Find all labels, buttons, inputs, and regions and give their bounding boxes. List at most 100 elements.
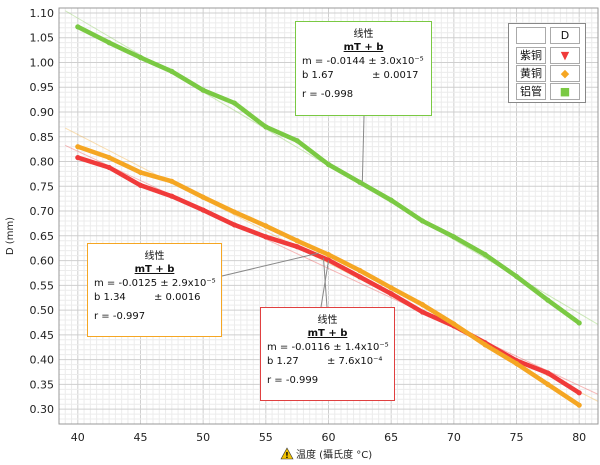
connector-line	[221, 252, 319, 277]
y-tick-label: 0.65	[30, 230, 55, 243]
data-point	[576, 320, 582, 326]
x-tick-labels: 40 45 50 55 60 65 70 75 80	[71, 431, 586, 444]
x-tick-label: 40	[71, 431, 85, 444]
data-point	[388, 197, 394, 203]
data-point	[294, 244, 300, 250]
fit-intercept: b 1.27	[267, 356, 299, 367]
legend[interactable]: D 紫铜 ▼ 黄铜 ◆ 铝管 ■	[508, 23, 586, 103]
fit-connectors	[221, 115, 365, 308]
data-point	[106, 154, 112, 161]
x-tick-label: 80	[572, 431, 586, 444]
y-tick-label: 0.35	[30, 378, 55, 391]
diamond-icon: ◆	[550, 65, 580, 82]
fit-title: 线性	[317, 315, 338, 326]
svg-text:!: !	[285, 451, 289, 460]
data-point	[357, 274, 363, 280]
data-point	[231, 222, 238, 228]
y-tick-label: 0.30	[30, 403, 55, 416]
data-point	[263, 124, 269, 130]
x-tick-label: 55	[259, 431, 273, 444]
data-point	[137, 182, 144, 188]
x-tick-label: 70	[447, 431, 461, 444]
data-point	[75, 24, 81, 30]
data-point	[513, 273, 520, 280]
data-point	[388, 291, 394, 297]
connector-line	[320, 260, 329, 308]
data-point	[231, 100, 238, 106]
data-point	[419, 218, 426, 224]
data-marks	[75, 24, 582, 408]
data-point	[200, 207, 206, 213]
x-tick-label: 60	[322, 431, 336, 444]
data-point	[545, 297, 551, 303]
data-point	[357, 267, 363, 274]
data-point	[576, 402, 582, 408]
y-tick-label: 0.50	[30, 304, 55, 317]
fit-line	[65, 144, 599, 395]
x-axis-label: 温度 (攝氏度 °C)	[296, 448, 372, 461]
fit-correlation: r = -0.998	[302, 89, 354, 100]
data-point	[545, 370, 551, 376]
y-tick-label: 0.85	[30, 131, 55, 144]
x-tick-label: 65	[384, 431, 398, 444]
y-tick-label: 0.55	[30, 279, 55, 292]
fit-slope: m = -0.0125 ± 2.9x10⁻⁵	[94, 278, 216, 289]
fit-intercept: b 1.34	[94, 292, 126, 303]
data-point	[75, 154, 81, 161]
data-point	[200, 194, 206, 200]
data-point	[263, 223, 269, 229]
y-tick-label: 0.60	[30, 255, 55, 268]
triangle-down-icon: ▼	[550, 47, 580, 64]
data-point	[231, 209, 238, 215]
data-point	[263, 234, 269, 240]
data-point	[482, 252, 488, 258]
fit-slope: m = -0.0144 ± 3.0x10⁻⁵	[302, 56, 424, 67]
fit-box-copper[interactable]: 线性 mT + b m = -0.0116 ± 1.4x10⁻⁵ b 1.27 ±…	[260, 307, 395, 401]
square-icon: ■	[550, 83, 580, 100]
series-黄铜	[75, 144, 582, 408]
x-tick-label: 50	[196, 431, 210, 444]
fit-equation: mT + b	[134, 264, 175, 275]
data-point	[106, 164, 112, 171]
fit-intercept: b 1.67	[302, 70, 334, 81]
data-point	[75, 144, 81, 150]
y-tick-label: 0.80	[30, 156, 55, 169]
data-point	[200, 87, 206, 93]
y-tick-label: 0.75	[30, 180, 55, 193]
data-point	[325, 161, 332, 168]
y-axis-label: D (mm)	[5, 217, 16, 255]
data-point	[451, 234, 457, 240]
data-point	[325, 257, 332, 263]
y-tick-label: 1.05	[30, 32, 55, 45]
fit-slope: m = -0.0116 ± 1.4x10⁻⁵	[267, 342, 389, 353]
y-tick-label: 0.70	[30, 205, 55, 218]
legend-label: 黄铜	[516, 65, 546, 82]
y-tick-label: 0.90	[30, 106, 55, 119]
data-point	[106, 40, 112, 46]
plot-frame	[58, 7, 599, 425]
data-point	[419, 302, 426, 308]
data-point	[357, 179, 363, 185]
connector-line	[361, 115, 365, 182]
fit-correlation: r = -0.997	[94, 311, 146, 322]
data-point	[137, 54, 144, 61]
data-point	[513, 360, 520, 367]
data-point	[169, 178, 175, 184]
y-tick-label: 0.95	[30, 81, 55, 94]
data-point	[325, 252, 332, 258]
fit-box-aluminum[interactable]: 线性 mT + b m = -0.0144 ± 3.0x10⁻⁵ b 1.67 ±…	[295, 21, 432, 116]
y-tick-label: 1.00	[30, 56, 55, 69]
x-axis-label-group: ! 温度 (攝氏度 °C)	[280, 447, 372, 461]
data-point	[169, 193, 175, 199]
fit-box-brass[interactable]: 线性 mT + b m = -0.0125 ± 2.9x10⁻⁵ b 1.34 ±…	[87, 243, 222, 337]
y-tick-label: 0.40	[30, 354, 55, 367]
fit-equation: mT + b	[343, 42, 384, 53]
data-point	[294, 138, 300, 144]
fit-correlation: r = -0.999	[267, 375, 319, 386]
fit-intercept-error: ± 0.0017	[372, 70, 419, 81]
data-point	[294, 238, 300, 244]
fit-title: 线性	[353, 29, 374, 40]
legend-label: 紫铜	[516, 47, 546, 64]
data-point	[419, 309, 426, 315]
fit-intercept-error: ± 7.6x10⁻⁴	[327, 356, 383, 367]
